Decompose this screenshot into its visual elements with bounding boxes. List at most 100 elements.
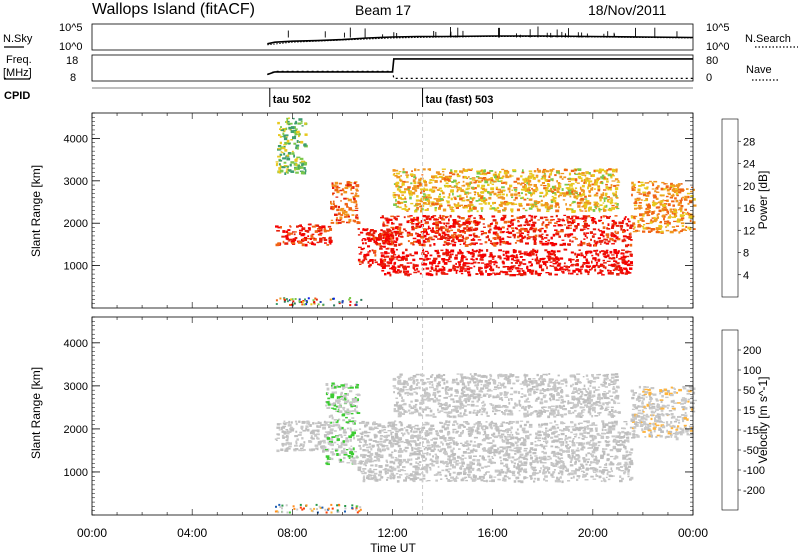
scatter-cell [413, 185, 417, 189]
scatter-cell [629, 226, 633, 229]
scatter-cell [291, 152, 295, 155]
scatter-cell [278, 163, 281, 166]
scatter-cell [448, 268, 453, 271]
scatter-cell [348, 419, 351, 422]
scatter-cell [439, 474, 442, 476]
scatter-cell [366, 434, 370, 438]
scatter-cell [491, 207, 496, 210]
scatter-cell [481, 209, 483, 212]
scatter-cell [330, 451, 334, 454]
scatter-cell [492, 202, 495, 205]
scatter-cell [592, 444, 595, 447]
scatter-cell [602, 253, 605, 256]
scatter-cell [348, 457, 351, 459]
scatter-cell [591, 444, 594, 448]
scatter-cell [461, 235, 464, 239]
scatter-cell [357, 234, 361, 236]
scatter-cell [554, 222, 558, 225]
scatter-cell [308, 448, 313, 451]
scatter-cell [401, 255, 406, 258]
scatter-cell [466, 440, 469, 443]
scatter-cell [429, 429, 433, 432]
scatter-cell [459, 467, 461, 470]
scatter-cell [458, 264, 461, 267]
scatter-cell [541, 233, 544, 235]
scatter-cell [410, 182, 413, 185]
scatter-cell [603, 478, 606, 482]
scatter-cell [460, 217, 465, 220]
scatter-cell [487, 178, 492, 181]
scatter-cell [544, 206, 548, 209]
scatter-cell [591, 217, 595, 220]
scatter-cell [622, 252, 625, 255]
scatter-cell [609, 461, 613, 464]
scatter-cell [408, 190, 413, 194]
scatter-cell [368, 264, 371, 268]
scatter-cell [460, 269, 464, 272]
scatter-cell [462, 262, 467, 265]
scatter-cell [398, 186, 401, 189]
scatter-cell [296, 146, 299, 150]
scatter-cell [510, 254, 515, 257]
scatter-cell [573, 219, 576, 222]
scatter-cell [622, 230, 625, 234]
scatter-cell [493, 454, 497, 457]
scatter-cell [340, 208, 344, 212]
scatter-cell [586, 461, 590, 464]
scatter-cell [340, 214, 344, 216]
scatter-cell [539, 216, 544, 220]
scatter-cell [679, 200, 682, 203]
scatter-cell [415, 199, 420, 202]
scatter-cell [516, 208, 521, 212]
scatter-cell [528, 192, 532, 194]
scatter-cell [487, 465, 491, 468]
scatter-cell [624, 463, 629, 466]
scatter-cell [351, 398, 356, 401]
scatter-cell [445, 442, 449, 446]
scatter-cell [542, 262, 547, 265]
scatter-cell [563, 248, 568, 251]
scatter-cell [611, 204, 615, 207]
scatter-cell [286, 118, 289, 122]
scatter-cell [614, 252, 619, 255]
scatter-cell [567, 269, 571, 272]
scatter-cell [454, 197, 457, 201]
scatter-cell [576, 475, 581, 478]
scatter-cell [600, 176, 603, 179]
scatter-cell [285, 422, 289, 424]
scatter-cell [332, 424, 337, 427]
scatter-cell [525, 190, 530, 192]
scatter-cell [280, 129, 284, 132]
scatter-cell [577, 436, 581, 439]
scatter-cell [452, 192, 454, 196]
scatter-cell [567, 480, 571, 482]
date-title: 18/Nov/2011 [588, 2, 667, 18]
scatter-cell [593, 447, 596, 450]
scatter-cell [357, 463, 361, 465]
scatter-cell [352, 422, 355, 425]
scatter-cell [520, 175, 523, 178]
scatter-cell [508, 236, 512, 239]
scatter-cell [570, 224, 573, 227]
scatter-cell [652, 200, 655, 202]
scatter-cell [508, 231, 513, 235]
scatter-cell [322, 449, 326, 451]
scatter-cell [380, 265, 383, 267]
scatter-cell [594, 201, 598, 205]
scatter-cell [604, 469, 609, 472]
scatter-cell [388, 421, 392, 424]
scatter-cell [683, 228, 686, 231]
scatter-cell [435, 221, 439, 225]
scatter-cell [452, 471, 456, 474]
scatter-cell [370, 237, 375, 241]
scatter-cell [431, 189, 436, 191]
scatter-cell [445, 249, 449, 252]
scatter-cell [463, 425, 466, 428]
scatter-cell [548, 189, 553, 191]
scatter-cell [528, 252, 532, 256]
scatter-cell [425, 203, 430, 205]
scatter-cell [510, 221, 513, 223]
scatter-cell [642, 213, 645, 217]
scatter-cell [586, 420, 590, 424]
scatter-cell [606, 228, 611, 230]
